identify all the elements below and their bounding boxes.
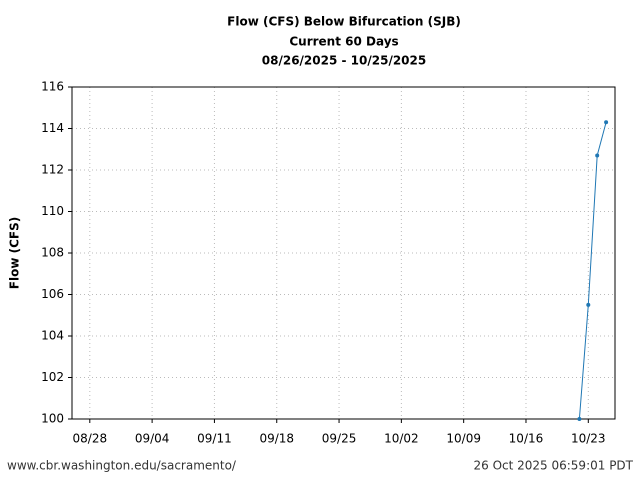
x-tick-label: 09/18 (259, 432, 294, 446)
footer-timestamp: 26 Oct 2025 06:59:01 PDT (473, 459, 633, 473)
y-tick-label: 104 (41, 329, 64, 343)
y-tick-label: 102 (41, 370, 64, 384)
y-tick-label: 112 (41, 163, 64, 177)
y-tick-label: 114 (41, 121, 64, 135)
x-tick-label: 10/16 (509, 432, 544, 446)
chart-period: 08/26/2025 - 10/25/2025 (262, 54, 426, 68)
data-line (578, 122, 607, 420)
y-axis-label: Flow (CFS) (8, 217, 22, 289)
x-tick-label: 09/25 (322, 432, 357, 446)
y-tick-label: 106 (41, 287, 64, 301)
data-point (604, 120, 609, 125)
x-tick-label: 10/23 (571, 432, 606, 446)
x-tick-label: 09/11 (197, 432, 232, 446)
y-tick-label: 116 (41, 80, 64, 94)
data-point (595, 153, 600, 158)
y-tick-label: 100 (41, 412, 64, 426)
x-tick-label: 10/02 (384, 432, 419, 446)
data-point (586, 302, 591, 307)
x-tick-label: 09/04 (135, 432, 170, 446)
chart-title: Flow (CFS) Below Bifurcation (SJB) (227, 15, 461, 29)
plot-frame (71, 86, 616, 420)
chart-subtitle: Current 60 Days (289, 35, 398, 49)
x-tick-label: 10/09 (446, 432, 481, 446)
y-tick-label: 110 (41, 204, 64, 218)
data-point (577, 417, 582, 421)
y-tick-label: 108 (41, 246, 64, 260)
footer-url: www.cbr.washington.edu/sacramento/ (7, 459, 237, 473)
x-tick-label: 08/28 (73, 432, 108, 446)
